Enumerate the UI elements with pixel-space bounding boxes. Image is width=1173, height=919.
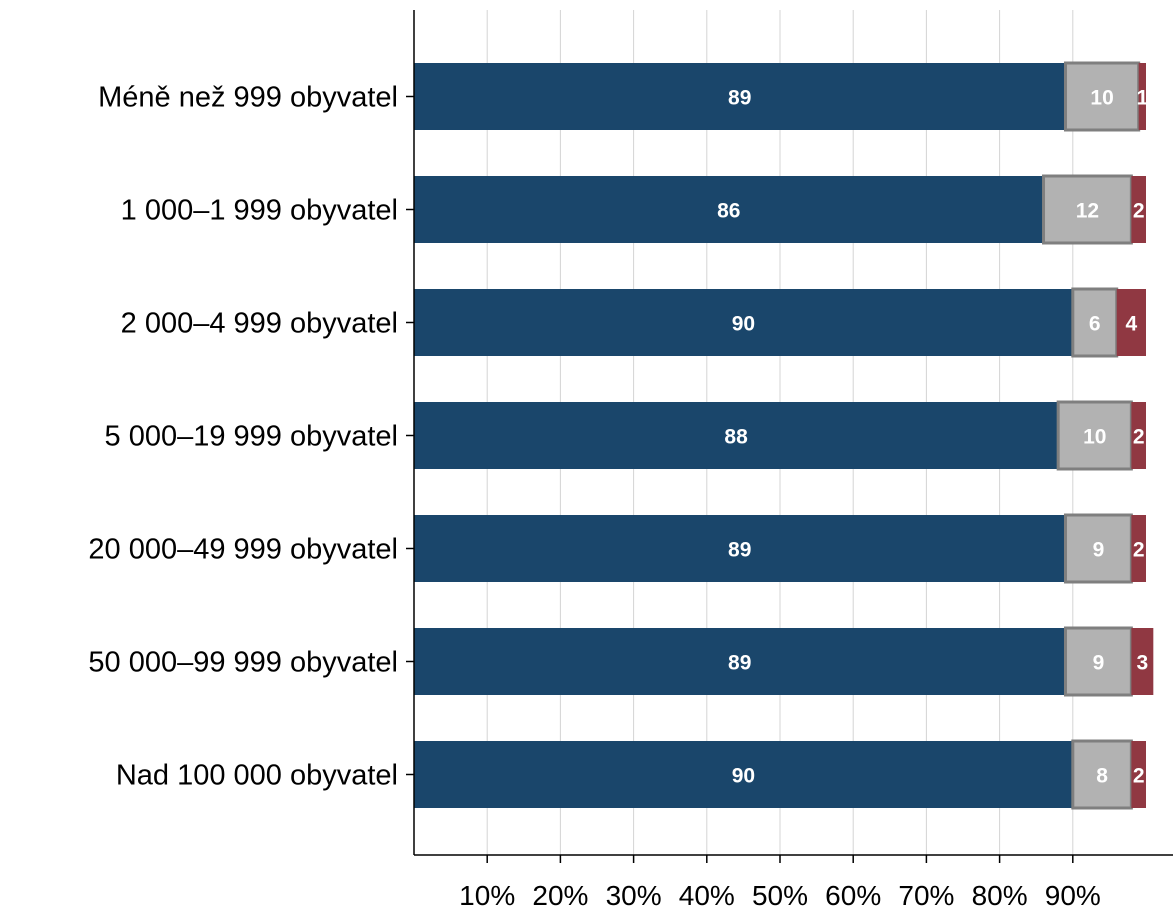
bar-segment [1063, 626, 1133, 697]
axes [406, 10, 1173, 863]
bar-segment [414, 63, 1066, 130]
bar-value-label: 89 [728, 539, 751, 562]
bar-value-label: 4 [1126, 313, 1138, 336]
bar-value-label: 6 [1089, 313, 1101, 336]
bar-value-label: 1 [1136, 87, 1148, 110]
bar-segment [414, 402, 1059, 469]
x-tick-label: 50% [752, 880, 808, 911]
category-label: 5 000–19 999 obyvatel [105, 421, 398, 453]
category-label: 50 000–99 999 obyvatel [88, 647, 398, 679]
bar-segment [1131, 176, 1146, 243]
x-tick-label: 80% [972, 880, 1028, 911]
category-label: 1 000–1 999 obyvatel [121, 195, 398, 227]
category-label: 2 000–4 999 obyvatel [121, 308, 398, 340]
bar-value-label: 2 [1133, 200, 1145, 223]
category-label: Nad 100 000 obyvatel [116, 760, 398, 792]
bar-value-label: 2 [1133, 539, 1145, 562]
bar-segment [1131, 402, 1146, 469]
x-tick-label: 70% [898, 880, 954, 911]
bar-value-label: 2 [1133, 765, 1145, 788]
bar-segment [1063, 513, 1133, 584]
x-tick-label: 10% [459, 880, 515, 911]
bar-segment [1131, 515, 1146, 582]
bar-value-label: 9 [1093, 539, 1105, 562]
bar-value-label: 10 [1090, 87, 1113, 110]
bar-segment [414, 515, 1066, 582]
bar-segment [1116, 289, 1146, 356]
bar-value-label: 3 [1136, 652, 1148, 675]
bar-value-label: 90 [732, 765, 755, 788]
bar-value-label: 8 [1096, 765, 1108, 788]
x-tick-label: 20% [532, 880, 588, 911]
bar-value-label: 86 [717, 200, 740, 223]
bar-value-label: 90 [732, 313, 755, 336]
bar-segment [414, 628, 1066, 695]
bar-value-label: 12 [1076, 200, 1099, 223]
bar-segment [1071, 739, 1133, 810]
bar-segment [1063, 61, 1141, 132]
bar-value-label: 9 [1093, 652, 1105, 675]
bar-value-label: 89 [728, 87, 751, 110]
bar-value-label: 10 [1083, 426, 1106, 449]
bar-segment [1131, 741, 1146, 808]
category-label: Méně než 999 obyvatel [98, 82, 398, 114]
x-tick-label: 40% [679, 880, 735, 911]
bar-segment [1056, 400, 1133, 471]
bar-segment [414, 176, 1044, 243]
x-tick-label: 30% [606, 880, 662, 911]
bar-value-label: 2 [1133, 426, 1145, 449]
bar-segment [1138, 63, 1146, 130]
x-tick-label: 60% [825, 880, 881, 911]
bar-value-label: 88 [724, 426, 748, 449]
bar-segment [414, 289, 1073, 356]
bar-segment [1071, 287, 1119, 358]
labels: 10% 20% 30% 40% 50% 60% 70% 80% 90% Méně než 999 … [88, 82, 1148, 912]
bar-segment [414, 741, 1073, 808]
x-tick-label: 90% [1045, 880, 1101, 911]
bars [414, 61, 1154, 810]
bar-segment [1131, 628, 1154, 695]
category-label: 20 000–49 999 obyvatel [88, 534, 398, 566]
bar-value-label: 89 [728, 652, 751, 675]
